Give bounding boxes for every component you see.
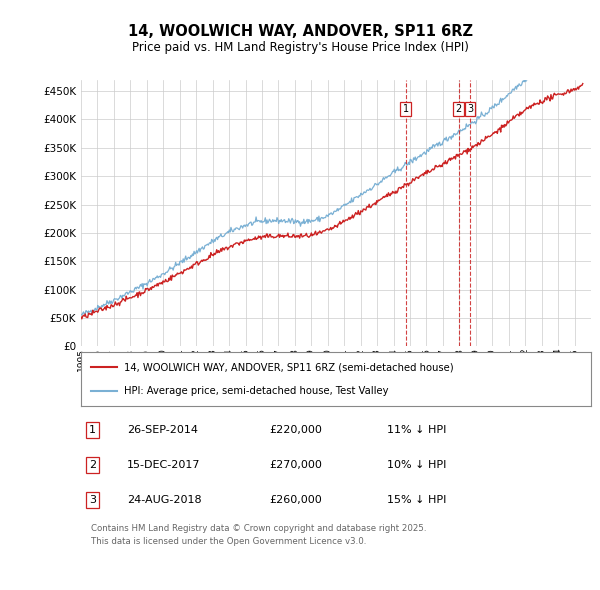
Text: Price paid vs. HM Land Registry's House Price Index (HPI): Price paid vs. HM Land Registry's House …	[131, 41, 469, 54]
Text: 14, WOOLWICH WAY, ANDOVER, SP11 6RZ (semi-detached house): 14, WOOLWICH WAY, ANDOVER, SP11 6RZ (sem…	[124, 362, 454, 372]
Text: 14, WOOLWICH WAY, ANDOVER, SP11 6RZ: 14, WOOLWICH WAY, ANDOVER, SP11 6RZ	[128, 24, 473, 38]
Text: 3: 3	[467, 104, 473, 114]
Text: £270,000: £270,000	[270, 460, 323, 470]
Text: 2: 2	[455, 104, 461, 114]
Text: 26-SEP-2014: 26-SEP-2014	[127, 425, 198, 435]
Text: 2: 2	[89, 460, 96, 470]
Text: 3: 3	[89, 495, 96, 505]
Text: Contains HM Land Registry data © Crown copyright and database right 2025.
This d: Contains HM Land Registry data © Crown c…	[91, 525, 427, 546]
Text: 24-AUG-2018: 24-AUG-2018	[127, 495, 202, 505]
Text: 15% ↓ HPI: 15% ↓ HPI	[387, 495, 446, 505]
Text: £220,000: £220,000	[270, 425, 323, 435]
Text: HPI: Average price, semi-detached house, Test Valley: HPI: Average price, semi-detached house,…	[124, 386, 389, 396]
Text: 1: 1	[89, 425, 96, 435]
Text: 1: 1	[403, 104, 409, 114]
Text: 11% ↓ HPI: 11% ↓ HPI	[387, 425, 446, 435]
Text: 15-DEC-2017: 15-DEC-2017	[127, 460, 200, 470]
Text: 10% ↓ HPI: 10% ↓ HPI	[387, 460, 446, 470]
Text: £260,000: £260,000	[270, 495, 322, 505]
